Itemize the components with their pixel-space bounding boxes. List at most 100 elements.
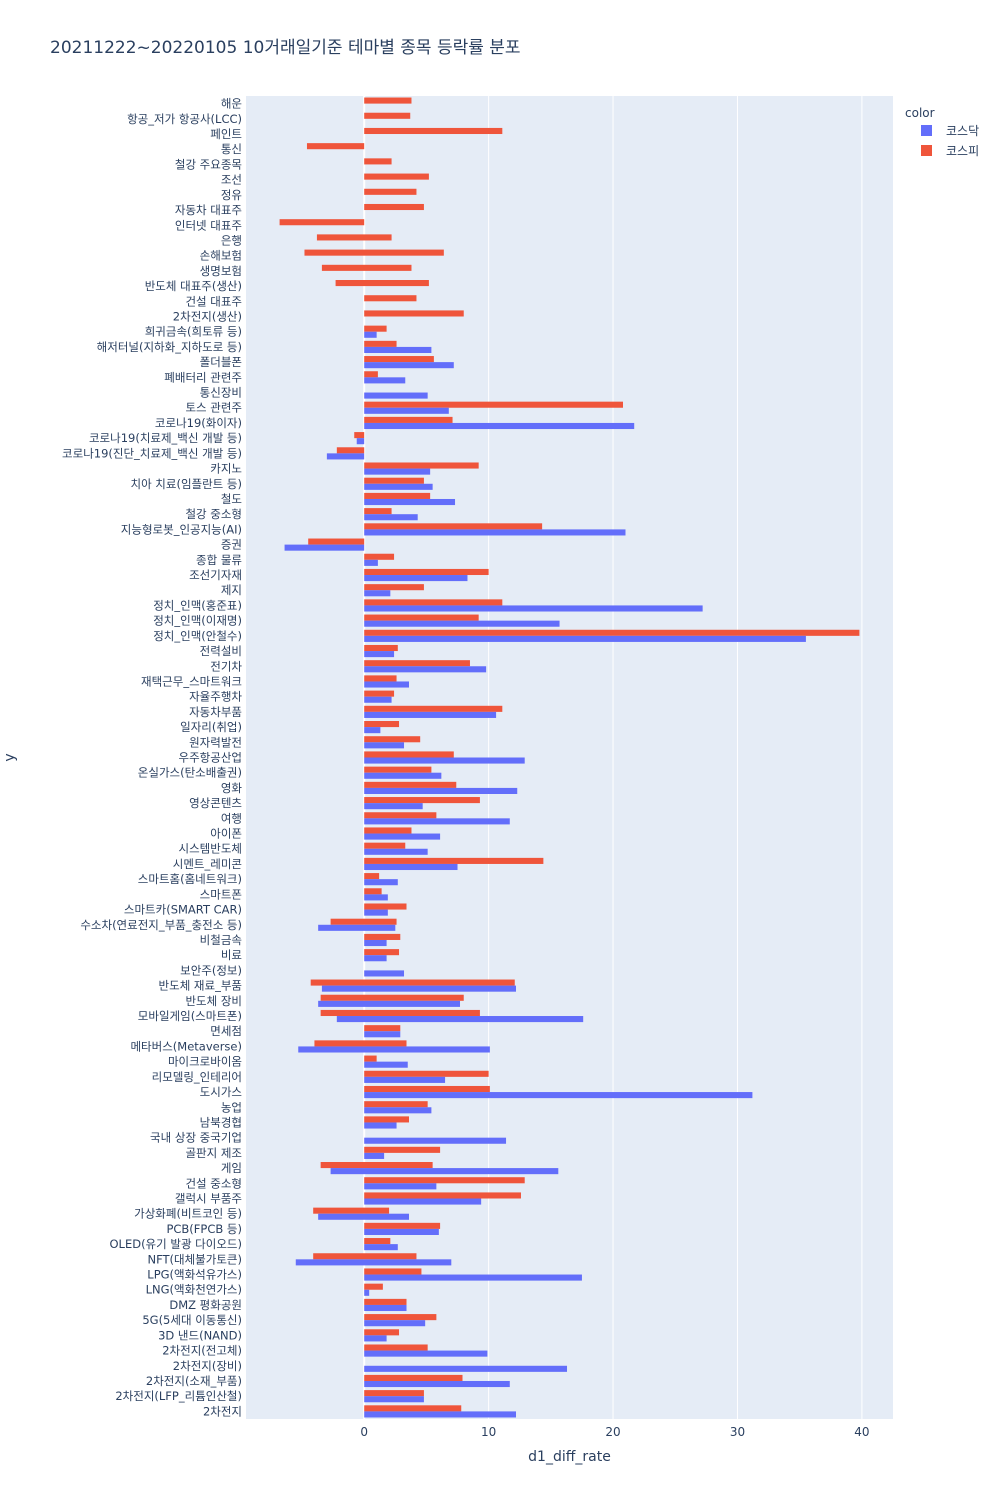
bar-kosdaq [364, 1274, 582, 1281]
y-tick-label: 영화 [221, 781, 243, 795]
bar-kosdaq [364, 1350, 488, 1357]
bar-kospi [364, 356, 434, 363]
bar-kosdaq [284, 544, 365, 551]
y-tick-label: 정치_인맥(안철수) [153, 629, 242, 643]
bar-kosdaq [330, 1168, 559, 1175]
bar-kosdaq [364, 1031, 401, 1038]
bar-kospi [364, 614, 479, 621]
y-tick-label: 2차전지(소재_부품) [146, 1374, 242, 1388]
y-tick-label: 반도체 대표주(생산) [145, 279, 242, 293]
bar-kospi [364, 1390, 424, 1397]
bar-kosdaq [364, 939, 387, 947]
bar-kospi [320, 994, 464, 1001]
bar-kospi [321, 264, 412, 271]
bar-kosdaq [364, 331, 377, 338]
bar-kosdaq [364, 757, 525, 764]
legend-swatch-kosdaq[interactable] [921, 125, 932, 136]
bar-kospi [313, 1207, 390, 1214]
y-tick-label: 조선 [221, 173, 242, 187]
y-tick-label: 페인트 [210, 127, 242, 141]
bar-kosdaq [364, 818, 510, 825]
bar-kospi [279, 219, 365, 226]
y-tick-label: 해저터널(지하화_지하도로 등) [97, 340, 242, 354]
bar-kosdaq [364, 635, 806, 642]
legend-label-kospi[interactable]: 코스피 [946, 144, 979, 158]
bar-kospi [364, 1374, 463, 1381]
legend-label-kosdaq[interactable]: 코스닥 [946, 124, 979, 138]
bar-kosdaq [364, 514, 418, 521]
y-tick-label: 지능형로봇_인공지능(AI) [121, 522, 242, 536]
y-tick-label: 폴더블폰 [200, 355, 242, 369]
bar-kosdaq [364, 377, 406, 384]
bar-kosdaq [364, 787, 518, 794]
bar-kospi [364, 173, 429, 180]
bar-kosdaq [364, 620, 560, 627]
x-tick-label: 0 [360, 1425, 368, 1439]
bar-kosdaq [364, 848, 428, 855]
bar-kosdaq [364, 1411, 516, 1418]
bar-kospi [364, 477, 424, 484]
bar-kospi [364, 1116, 409, 1123]
bar-kospi [364, 1344, 428, 1351]
y-tick-label: 통신장비 [200, 386, 242, 400]
bar-kospi [364, 1101, 428, 1108]
y-tick-label: 코로나19(진단_치료제_백신 개발 등) [62, 446, 242, 460]
x-tick-label: 10 [481, 1425, 496, 1439]
bar-kospi [364, 1146, 441, 1153]
bars [279, 97, 860, 1418]
y-tick-label: 2차전지(장비) [173, 1359, 242, 1373]
y-tick-label: 온실가스(탄소배출권) [138, 766, 242, 780]
y-tick-label: 재택근무_스마트워크 [141, 674, 242, 688]
y-tick-label: 2차전지(생산) [173, 310, 242, 324]
bar-kospi [364, 736, 421, 743]
bar-kosdaq [364, 1122, 397, 1129]
bar-kospi [320, 1009, 480, 1017]
y-tick-label: 스마트카(SMART CAR) [124, 903, 242, 917]
bar-kospi [364, 1085, 490, 1093]
y-tick-label: 아이폰 [210, 827, 242, 841]
bar-kospi [364, 751, 454, 758]
y-tick-label: 반도체 재료_부품 [159, 979, 242, 993]
y-tick-label: 정치_인맥(홍준표) [153, 598, 242, 612]
legend-title: color [905, 106, 935, 120]
y-tick-label: 갤럭시 부품주 [175, 1192, 242, 1206]
y-tick-label: 항공_저가 항공사(LCC) [127, 112, 242, 126]
bar-kosdaq [364, 742, 405, 749]
bar-kospi [364, 675, 397, 682]
bar-kospi [364, 401, 624, 408]
bar-kospi [364, 1283, 383, 1290]
y-tick-label: 건설 중소형 [185, 1176, 242, 1190]
y-tick-label: DMZ 평화공원 [169, 1298, 242, 1312]
bar-kosdaq [364, 727, 381, 734]
bar-kosdaq [364, 1076, 446, 1083]
bar-kosdaq [298, 1046, 490, 1053]
chart-title: 20211222~20220105 10거래일기준 테마별 종목 등락률 분포 [50, 38, 521, 58]
bar-kospi [330, 918, 397, 925]
bar-kospi [364, 97, 412, 104]
bar-kospi [364, 949, 400, 956]
bar-kosdaq [356, 438, 365, 445]
y-tick-label: 카지노 [210, 462, 242, 476]
bar-kospi [364, 903, 407, 910]
y-tick-label: 면세점 [210, 1024, 242, 1038]
bar-kospi [364, 857, 544, 864]
bar-kospi [364, 781, 457, 788]
y-tick-label: 2차전지 [203, 1404, 242, 1418]
bar-kospi [364, 1268, 422, 1275]
bar-kosdaq [364, 863, 458, 871]
bar-kosdaq [295, 1259, 452, 1266]
y-tick-label: 정유 [221, 188, 242, 202]
bar-kosdaq [364, 970, 405, 977]
legend-swatch-kospi[interactable] [921, 145, 932, 156]
bar-kosdaq [326, 453, 365, 460]
y-tick-label: 건설 대표주 [185, 294, 242, 308]
y-tick-label: 시스템반도체 [179, 842, 242, 856]
y-tick-label: 철도 [221, 492, 242, 506]
bar-kospi [364, 310, 464, 317]
bar-kospi [364, 508, 392, 515]
bar-kosdaq [364, 392, 428, 399]
y-tick-label: 수소차(연료전지_부품_충전소 등) [80, 918, 242, 932]
bar-kospi [354, 432, 365, 439]
